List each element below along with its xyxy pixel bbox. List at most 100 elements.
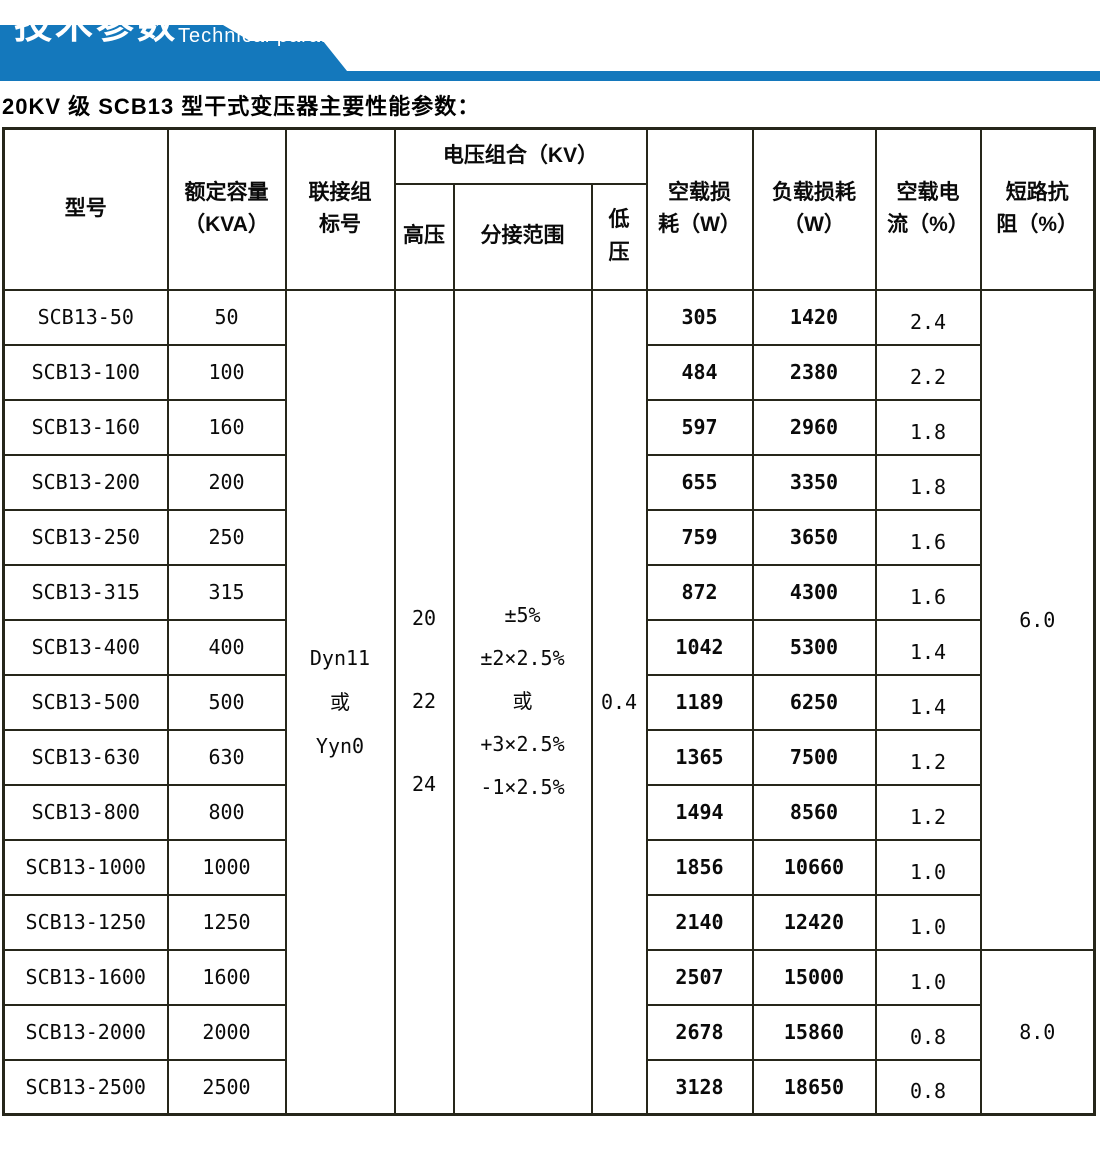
cell-no-load-current: 1.2 [874, 728, 982, 786]
cell-load-loss: 8560 [751, 783, 877, 841]
cell-kva: 315 [166, 563, 287, 621]
cell-no-load-loss: 1494 [645, 783, 754, 841]
cell-lv-value: 0.4 [590, 288, 648, 1116]
cell-no-load-current: 0.8 [874, 1003, 982, 1061]
header-lv: 低 压 [590, 182, 648, 291]
cell-kva: 1250 [166, 893, 287, 951]
cell-load-loss: 15000 [751, 948, 877, 1006]
cell-load-loss: 3350 [751, 453, 877, 511]
table-row: SCB13-500 500 1189 6250 1.4 [2, 673, 1095, 731]
cell-no-load-current: 2.4 [874, 288, 982, 346]
cell-kva: 200 [166, 453, 287, 511]
cell-model: SCB13-50 [2, 288, 169, 346]
cell-no-load-current: 2.2 [874, 343, 982, 401]
cell-no-load-current: 1.8 [874, 453, 982, 511]
cell-load-loss: 18650 [751, 1058, 877, 1116]
cell-model: SCB13-400 [2, 618, 169, 676]
header-model: 型号 [2, 127, 169, 291]
table-row: SCB13-400 400 1042 5300 1.4 [2, 618, 1095, 676]
cell-kva: 500 [166, 673, 287, 731]
cell-model: SCB13-200 [2, 453, 169, 511]
header-load-loss: 负载损耗 （W） [751, 127, 877, 291]
cell-model: SCB13-630 [2, 728, 169, 786]
cell-kva: 100 [166, 343, 287, 401]
table-row: SCB13-800 800 1494 8560 1.2 [2, 783, 1095, 841]
cell-tap-range: ±5% ±2×2.5% 或 +3×2.5% -1×2.5% [452, 288, 593, 1116]
cell-kva: 2000 [166, 1003, 287, 1061]
cell-impedance-6: 6.0 [979, 288, 1096, 951]
header-row-2: 高压 分接范围 低 压 [4, 182, 1095, 291]
table-row: SCB13-1000 1000 1856 10660 1.0 [2, 838, 1095, 896]
cell-no-load-loss: 2678 [645, 1003, 754, 1061]
cell-no-load-current: 1.0 [874, 893, 982, 951]
cell-kva: 800 [166, 783, 287, 841]
table-caption: 20KV 级 SCB13 型干式变压器主要性能参数： [2, 94, 481, 119]
header-voltage-combo: 电压组合（KV） [393, 127, 648, 185]
table-row: SCB13-50 50 Dyn11 或 Yyn0 20 22 24 ±5% ±2… [2, 288, 1096, 1116]
cell-no-load-loss: 305 [645, 288, 754, 346]
cell-model: SCB13-1000 [2, 838, 169, 896]
cell-model: SCB13-500 [2, 673, 169, 731]
cell-kva: 2500 [166, 1058, 287, 1116]
table-row: SCB13-630 630 1365 7500 1.2 [2, 728, 1095, 786]
cell-no-load-loss: 1365 [645, 728, 754, 786]
cell-connection-group: Dyn11 或 Yyn0 [284, 288, 396, 1116]
cell-load-loss: 10660 [751, 838, 877, 896]
cell-model: SCB13-800 [2, 783, 169, 841]
cell-kva: 400 [166, 618, 287, 676]
cell-kva: 630 [166, 728, 287, 786]
cell-model: SCB13-100 [2, 343, 169, 401]
cell-no-load-loss: 872 [645, 563, 754, 621]
cell-no-load-loss: 1856 [645, 838, 754, 896]
cell-load-loss: 12420 [751, 893, 877, 951]
header-no-load-current: 空载电 流（%） [874, 127, 982, 291]
cell-no-load-loss: 2507 [645, 948, 754, 1006]
table-row: SCB13-2500 2500 3128 18650 0.8 [2, 1058, 1095, 1116]
cell-kva: 1600 [166, 948, 287, 1006]
header-hv: 高压 [393, 182, 455, 291]
table-row: SCB13-1250 1250 2140 12420 1.0 [2, 893, 1095, 951]
cell-model: SCB13-1250 [2, 893, 169, 951]
cell-no-load-loss: 1042 [645, 618, 754, 676]
header-impedance: 短路抗 阻（%） [979, 127, 1096, 291]
cell-model: SCB13-160 [2, 398, 169, 456]
cell-model: SCB13-315 [2, 563, 169, 621]
table-row: SCB13-200 200 655 3350 1.8 [2, 453, 1095, 511]
cell-load-loss: 5300 [751, 618, 877, 676]
cell-no-load-current: 1.0 [874, 838, 982, 896]
cell-no-load-current: 1.0 [874, 948, 982, 1006]
cell-no-load-current: 1.8 [874, 398, 982, 456]
cell-no-load-loss: 597 [645, 398, 754, 456]
cell-no-load-current: 1.4 [874, 673, 982, 731]
header-row-1: 型号 额定容量 （KVA） 联接组 标号 电压组合（KV） 空载损 耗（W） 负… [2, 127, 1096, 291]
table-row: SCB13-2000 2000 2678 15860 0.8 [2, 1003, 1095, 1061]
cell-hv-values: 20 22 24 [393, 288, 455, 1116]
cell-load-loss: 2960 [751, 398, 877, 456]
cell-kva: 160 [166, 398, 287, 456]
cell-model: SCB13-2500 [2, 1058, 169, 1116]
table-header: 型号 额定容量 （KVA） 联接组 标号 电压组合（KV） 空载损 耗（W） 负… [2, 127, 1096, 291]
header-no-load-loss: 空载损 耗（W） [645, 127, 754, 291]
cell-no-load-loss: 2140 [645, 893, 754, 951]
cell-load-loss: 3650 [751, 508, 877, 566]
cell-no-load-loss: 759 [645, 508, 754, 566]
cell-no-load-current: 1.6 [874, 508, 982, 566]
header-connection-group: 联接组 标号 [284, 127, 396, 291]
cell-load-loss: 6250 [751, 673, 877, 731]
cell-kva: 50 [166, 288, 287, 346]
section-title-en: Technical parameter [178, 25, 378, 47]
cell-kva: 1000 [166, 838, 287, 896]
cell-no-load-loss: 655 [645, 453, 754, 511]
cell-kva: 250 [166, 508, 287, 566]
cell-load-loss: 2380 [751, 343, 877, 401]
cell-no-load-current: 0.8 [874, 1058, 982, 1116]
cell-no-load-loss: 484 [645, 343, 754, 401]
cell-model: SCB13-2000 [2, 1003, 169, 1061]
table-row: SCB13-160 160 597 2960 1.8 [2, 398, 1095, 456]
cell-no-load-current: 1.4 [874, 618, 982, 676]
table-row: SCB13-250 250 759 3650 1.6 [2, 508, 1095, 566]
section-title-zh: 技术参数 [14, 5, 179, 47]
cell-model: SCB13-250 [2, 508, 169, 566]
cell-model: SCB13-1600 [2, 948, 169, 1006]
